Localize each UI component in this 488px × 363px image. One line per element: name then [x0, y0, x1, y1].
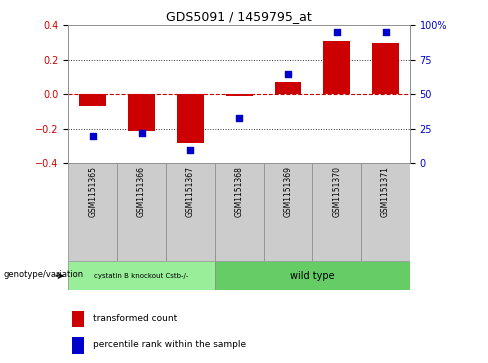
- Point: [186, 147, 194, 152]
- Text: GSM1151371: GSM1151371: [381, 166, 390, 217]
- Bar: [79, 94, 106, 106]
- Bar: [225, 94, 253, 96]
- Bar: [274, 82, 302, 94]
- Bar: [215, 163, 264, 261]
- Text: genotype/variation: genotype/variation: [3, 270, 83, 279]
- Text: GSM1151370: GSM1151370: [332, 166, 341, 217]
- Bar: [73, 311, 84, 327]
- Point: [235, 115, 243, 121]
- Bar: [323, 41, 350, 94]
- Point: [138, 130, 145, 136]
- Point: [89, 133, 97, 139]
- Bar: [372, 42, 399, 94]
- Text: wild type: wild type: [290, 271, 335, 281]
- Text: GSM1151369: GSM1151369: [284, 166, 292, 217]
- Point: [284, 71, 292, 77]
- Text: GSM1151368: GSM1151368: [235, 166, 244, 217]
- Text: transformed count: transformed count: [93, 314, 178, 323]
- Bar: [264, 163, 312, 261]
- Text: percentile rank within the sample: percentile rank within the sample: [93, 340, 246, 349]
- Bar: [166, 163, 215, 261]
- Bar: [215, 261, 410, 290]
- Text: GSM1151366: GSM1151366: [137, 166, 146, 217]
- Bar: [68, 163, 117, 261]
- Point: [382, 29, 389, 35]
- Bar: [73, 337, 84, 354]
- Text: cystatin B knockout Cstb-/-: cystatin B knockout Cstb-/-: [94, 273, 189, 279]
- Bar: [361, 163, 410, 261]
- Bar: [128, 94, 155, 131]
- Bar: [177, 94, 204, 143]
- Title: GDS5091 / 1459795_at: GDS5091 / 1459795_at: [166, 10, 312, 23]
- Text: GSM1151365: GSM1151365: [88, 166, 97, 217]
- Text: GSM1151367: GSM1151367: [186, 166, 195, 217]
- Bar: [68, 261, 215, 290]
- Point: [333, 29, 341, 35]
- Bar: [312, 163, 361, 261]
- Bar: [117, 163, 166, 261]
